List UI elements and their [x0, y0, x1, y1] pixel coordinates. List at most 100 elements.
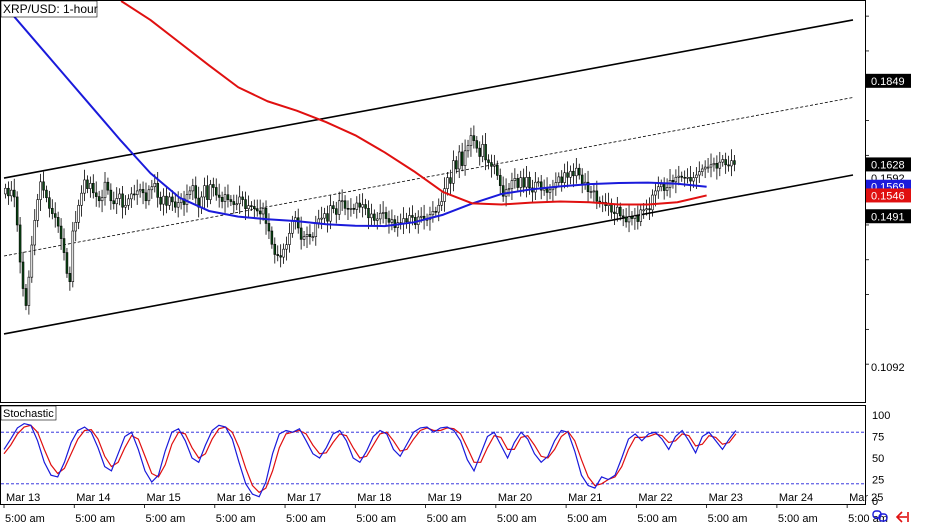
candle-body — [343, 200, 347, 209]
candle-body — [376, 218, 379, 221]
candle-body — [657, 186, 660, 192]
candle — [89, 176, 92, 198]
channel-mid-line — [3, 97, 854, 257]
candle — [721, 154, 724, 167]
candle — [478, 141, 481, 166]
candle-body — [528, 176, 531, 189]
candle-body — [671, 180, 675, 183]
candle-body — [680, 175, 684, 178]
candle-body — [261, 208, 265, 215]
candle-body — [106, 181, 110, 191]
candle — [264, 200, 268, 235]
candle — [144, 182, 148, 209]
candle — [7, 181, 10, 205]
x-date-label: Mar 24 — [779, 492, 813, 504]
candle-body — [618, 206, 622, 217]
candle-body — [335, 208, 338, 215]
x-time-label: 5:00 am — [146, 513, 186, 525]
candle — [616, 196, 619, 222]
candle-body — [94, 192, 98, 197]
candle — [18, 217, 22, 274]
red-arrow-icon[interactable] — [895, 511, 909, 523]
candle — [698, 161, 701, 183]
candle-body — [62, 238, 66, 253]
candle-body — [627, 216, 631, 223]
price-label: 0.1092 — [871, 362, 905, 374]
candle — [346, 200, 350, 221]
candle-body — [659, 183, 663, 188]
candle — [39, 173, 42, 211]
candle — [578, 163, 581, 180]
candle — [703, 160, 707, 179]
price-label: 0.1546 — [871, 190, 905, 202]
candle — [446, 171, 449, 196]
candle — [59, 218, 63, 250]
candle-body — [498, 175, 502, 186]
candle-body — [165, 195, 168, 206]
candle — [624, 207, 628, 228]
candle-body — [314, 222, 318, 237]
candle-body — [700, 168, 704, 172]
candle — [33, 209, 37, 256]
candle-body — [299, 227, 303, 240]
candle-body — [235, 203, 239, 206]
x-date-label: Mar 22 — [638, 492, 672, 504]
candle-body — [639, 209, 643, 222]
link-icon[interactable] — [872, 510, 888, 522]
red-ma-line — [120, 1, 707, 206]
candle — [320, 206, 323, 230]
candle — [384, 206, 388, 226]
candle — [103, 171, 107, 206]
candle-body — [173, 201, 177, 208]
candle — [267, 213, 271, 239]
candle — [147, 185, 151, 206]
candle — [282, 243, 285, 264]
candle — [627, 205, 631, 233]
candle — [657, 176, 660, 199]
candle-body — [255, 208, 259, 212]
candle-body — [724, 159, 727, 166]
candle-body — [323, 213, 326, 219]
candle — [232, 194, 236, 214]
candle-body — [478, 147, 481, 157]
candle — [74, 210, 77, 242]
candle-body — [522, 177, 525, 188]
candle-body — [124, 204, 127, 208]
candle-body — [273, 243, 277, 255]
candle — [452, 150, 455, 192]
candle-body — [83, 179, 86, 194]
candle-body — [440, 201, 443, 206]
candle-body — [4, 187, 7, 195]
candle-body — [457, 151, 461, 170]
candle-body — [241, 196, 244, 200]
candle-body — [405, 218, 408, 223]
candle — [4, 183, 7, 199]
candle — [563, 163, 566, 189]
x-date-label: Mar 14 — [76, 492, 110, 504]
candle — [700, 164, 704, 177]
price-label: 0.1491 — [871, 211, 905, 223]
candle — [261, 202, 265, 221]
candle-body — [100, 197, 104, 202]
candle-body — [285, 244, 288, 250]
candle-body — [337, 200, 341, 215]
candle-body — [36, 199, 39, 221]
candle — [706, 157, 710, 173]
candle-body — [674, 176, 678, 183]
candle-body — [554, 182, 558, 189]
candle-body — [147, 189, 151, 202]
candle-body — [692, 177, 695, 182]
price-label-box — [866, 188, 911, 203]
candle — [528, 171, 531, 195]
candle — [235, 194, 239, 211]
candle — [68, 266, 72, 291]
candle-body — [194, 185, 198, 199]
candle — [469, 127, 473, 157]
candle-body — [727, 164, 730, 167]
candle — [557, 172, 561, 188]
candle-body — [42, 181, 45, 191]
candle-body — [279, 255, 282, 258]
candle — [12, 178, 16, 208]
x-time-label: 5:00 am — [5, 513, 45, 525]
candle — [569, 165, 572, 185]
